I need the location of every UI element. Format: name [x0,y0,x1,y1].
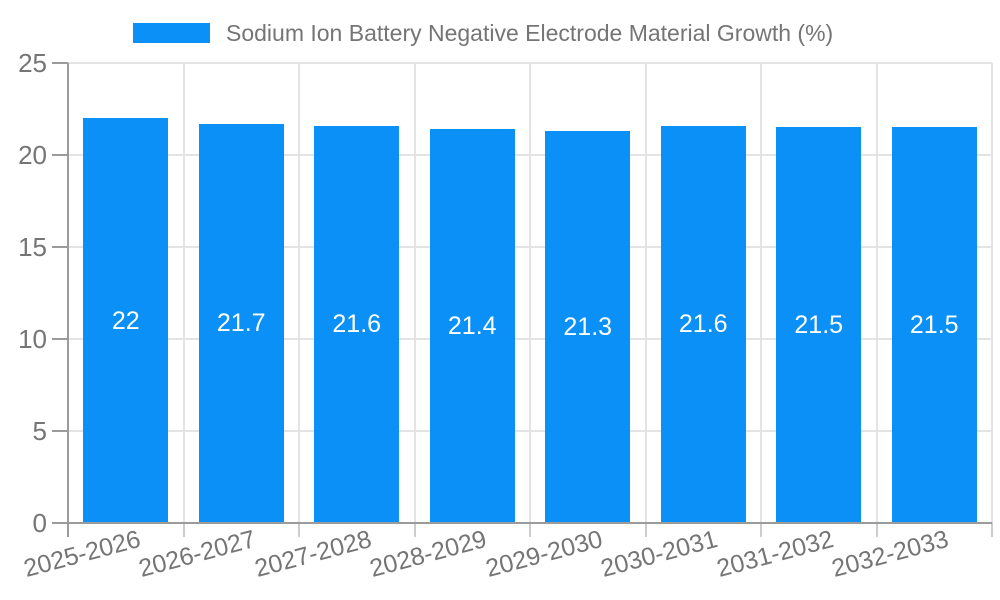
y-axis-label: 25 [18,48,47,78]
y-axis-label: 5 [32,416,47,446]
bar-value-label: 21.6 [332,310,382,339]
gridline-vertical [644,63,647,523]
y-axis-line [67,63,69,537]
bar-value-label: 21.5 [794,311,844,340]
x-tick [413,523,416,537]
x-tick [760,523,762,537]
bar [660,125,746,523]
y-axis-label: 20 [18,140,47,170]
y-tick [52,154,68,156]
y-tick [52,246,68,248]
bar [198,123,284,523]
legend-swatch-icon [133,23,210,43]
gridline-vertical [298,63,300,523]
bar [891,127,977,523]
bar-value-label: 21.7 [216,309,266,338]
gridline-vertical [182,63,185,523]
bar-value-label: 21.4 [447,312,497,341]
y-axis-label: 15 [18,232,47,262]
x-tick [875,523,878,537]
y-tick [52,338,68,340]
bar [429,129,515,523]
y-axis-label: 10 [18,324,47,354]
bar-value-label: 21.3 [563,313,613,342]
bar [83,118,169,523]
x-tick [182,523,185,537]
x-tick [644,523,647,537]
gridline-vertical [413,63,416,523]
x-tick [529,523,531,537]
bar-value-label: 22 [111,306,140,335]
bar [314,125,400,523]
legend-label: Sodium Ion Battery Negative Electrode Ma… [226,20,834,46]
bar-value-label: 21.6 [678,310,728,339]
bar-value-label: 21.5 [909,311,959,340]
y-tick [52,430,68,432]
y-axis-label: 0 [32,508,47,538]
legend[interactable]: Sodium Ion Battery Negative Electrode Ma… [133,21,833,45]
y-tick [52,62,68,64]
gridline-vertical [760,63,762,523]
bar [776,127,862,523]
x-tick [298,523,300,537]
gridline-vertical [529,63,531,523]
gridline-vertical [991,63,993,523]
x-tick [991,523,993,537]
gridline-vertical [875,63,878,523]
x-axis-line [68,522,992,524]
bar [545,131,631,523]
y-tick [52,522,68,524]
